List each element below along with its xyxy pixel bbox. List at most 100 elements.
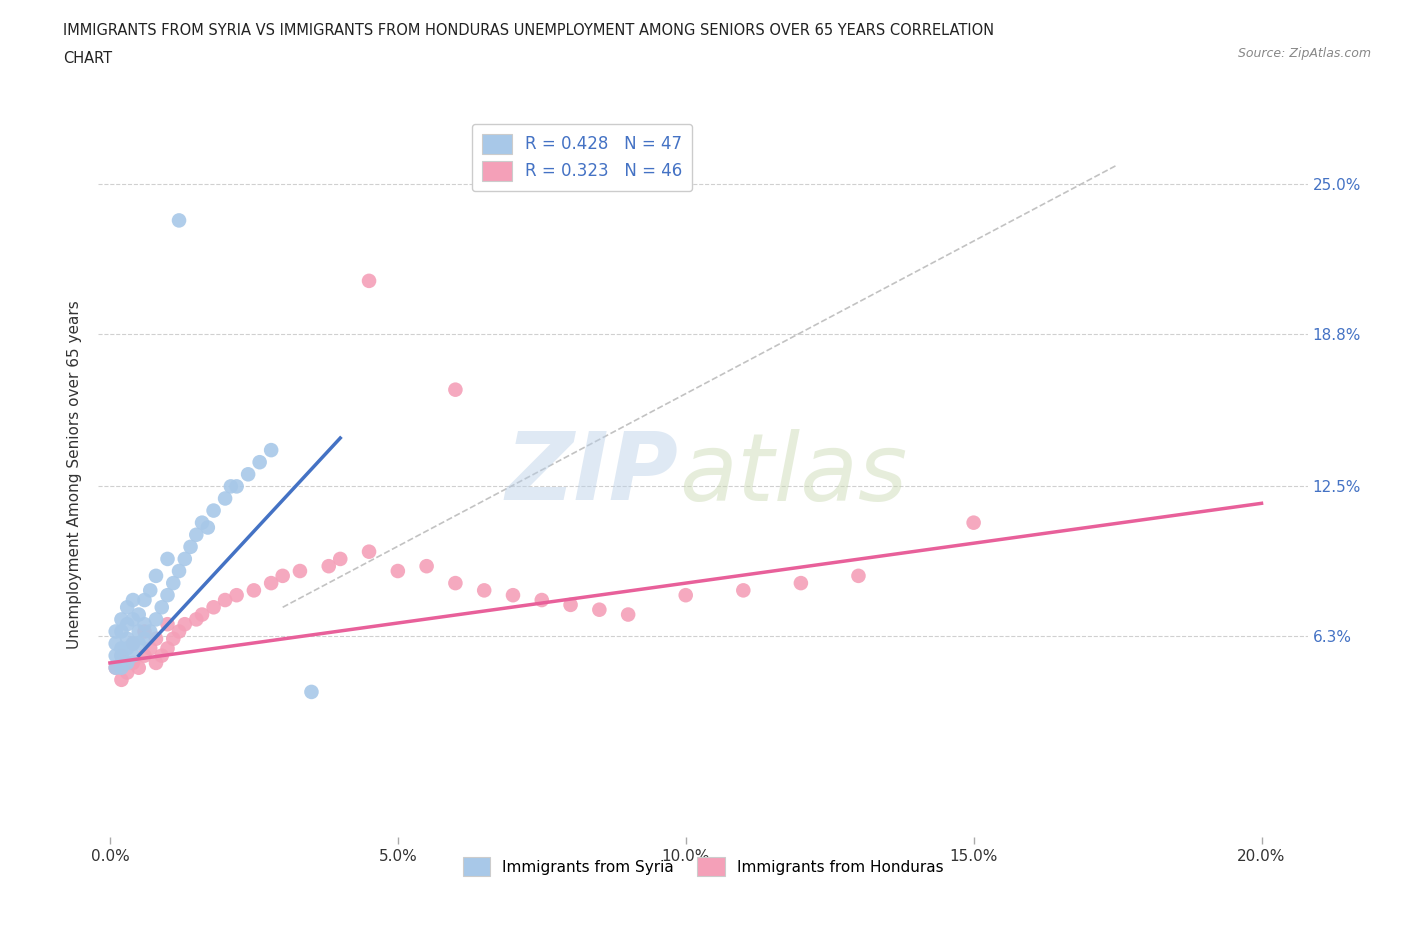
Point <box>271 568 294 583</box>
Point <box>162 576 184 591</box>
Point <box>357 544 380 559</box>
Point <box>167 624 190 639</box>
Point <box>104 624 127 639</box>
Point <box>675 588 697 603</box>
Text: ZIP: ZIP <box>506 429 679 520</box>
Point <box>156 588 179 603</box>
Point <box>530 592 553 607</box>
Point <box>472 583 495 598</box>
Point <box>122 592 145 607</box>
Point <box>444 576 467 591</box>
Point <box>288 564 311 578</box>
Point <box>219 479 242 494</box>
Point <box>329 551 352 566</box>
Point <box>202 503 225 518</box>
Point <box>387 564 409 578</box>
Point <box>110 641 132 656</box>
Point <box>110 624 132 639</box>
Point <box>502 588 524 603</box>
Point <box>214 592 236 607</box>
Point <box>444 382 467 397</box>
Point <box>260 576 283 591</box>
Point <box>115 617 138 631</box>
Point <box>318 559 340 574</box>
Point <box>588 603 610 618</box>
Text: Source: ZipAtlas.com: Source: ZipAtlas.com <box>1237 46 1371 60</box>
Point <box>139 641 162 656</box>
Point <box>115 665 138 680</box>
Point <box>156 551 179 566</box>
Point <box>167 564 190 578</box>
Legend: Immigrants from Syria, Immigrants from Honduras: Immigrants from Syria, Immigrants from H… <box>456 850 950 883</box>
Point <box>104 636 127 651</box>
Point <box>225 479 247 494</box>
Point <box>249 455 271 470</box>
Point <box>134 624 156 639</box>
Point <box>173 617 195 631</box>
Point <box>134 592 156 607</box>
Point <box>128 660 150 675</box>
Point <box>134 648 156 663</box>
Point <box>173 551 195 566</box>
Point <box>115 656 138 671</box>
Point <box>128 636 150 651</box>
Point <box>122 612 145 627</box>
Point <box>197 520 219 535</box>
Point <box>186 612 208 627</box>
Point <box>301 684 323 699</box>
Point <box>139 624 162 639</box>
Point <box>962 515 984 530</box>
Point <box>139 583 162 598</box>
Point <box>415 559 437 574</box>
Point <box>357 273 380 288</box>
Point <box>145 612 167 627</box>
Point <box>202 600 225 615</box>
Point <box>115 641 138 656</box>
Point <box>115 600 138 615</box>
Point <box>128 624 150 639</box>
Point <box>260 443 283 458</box>
Y-axis label: Unemployment Among Seniors over 65 years: Unemployment Among Seniors over 65 years <box>67 300 83 649</box>
Point <box>110 612 132 627</box>
Point <box>150 648 173 663</box>
Point <box>236 467 259 482</box>
Point <box>150 600 173 615</box>
Point <box>145 656 167 671</box>
Point <box>214 491 236 506</box>
Point <box>110 672 132 687</box>
Point <box>104 660 127 675</box>
Point <box>180 539 202 554</box>
Point <box>122 636 145 651</box>
Text: atlas: atlas <box>679 429 907 520</box>
Point <box>122 648 145 663</box>
Point <box>104 648 127 663</box>
Point <box>560 597 582 612</box>
Point <box>110 660 132 675</box>
Point <box>162 631 184 646</box>
Point <box>134 631 156 646</box>
Point <box>156 617 179 631</box>
Point <box>790 576 813 591</box>
Point <box>186 527 208 542</box>
Point <box>156 641 179 656</box>
Point <box>733 583 755 598</box>
Text: CHART: CHART <box>63 51 112 66</box>
Point <box>145 568 167 583</box>
Point <box>122 636 145 651</box>
Text: IMMIGRANTS FROM SYRIA VS IMMIGRANTS FROM HONDURAS UNEMPLOYMENT AMONG SENIORS OVE: IMMIGRANTS FROM SYRIA VS IMMIGRANTS FROM… <box>63 23 994 38</box>
Point <box>145 631 167 646</box>
Point <box>115 631 138 646</box>
Point <box>848 568 870 583</box>
Point <box>243 583 266 598</box>
Point <box>122 656 145 671</box>
Point <box>225 588 247 603</box>
Point <box>110 648 132 663</box>
Point <box>167 213 190 228</box>
Point <box>191 515 214 530</box>
Point <box>110 648 132 663</box>
Point <box>134 617 156 631</box>
Point <box>617 607 640 622</box>
Point <box>191 607 214 622</box>
Point <box>128 607 150 622</box>
Point <box>104 660 127 675</box>
